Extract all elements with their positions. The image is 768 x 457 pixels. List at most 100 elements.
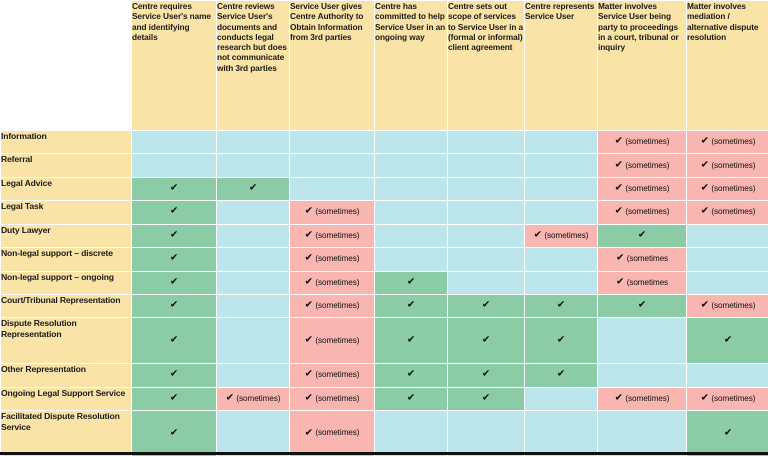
cell-content xyxy=(525,411,597,456)
cell-content: ✔ (sometimes) xyxy=(217,388,289,410)
column-header: Service User gives Centre Authority to O… xyxy=(290,1,374,130)
cell-content xyxy=(375,411,447,456)
matrix-cell xyxy=(375,224,447,248)
row-label: Non-legal support – ongoing xyxy=(1,271,131,294)
table-row: Legal Task ✔ ✔ (sometimes) ✔ (sometimes) ✔ (som… xyxy=(1,201,768,224)
column-header: Centre has committed to help Service Use… xyxy=(375,1,447,130)
column-header: Matter involves Service User being party… xyxy=(598,1,686,130)
check-icon: ✔ xyxy=(406,276,416,288)
matrix-cell xyxy=(375,411,447,456)
check-icon: ✔ xyxy=(304,252,313,264)
check-icon: ✔ xyxy=(169,368,179,380)
row-label: Court/Tribunal Representation xyxy=(1,294,131,318)
matrix-cell xyxy=(217,201,289,224)
matrix-cell xyxy=(598,364,686,387)
matrix-cell xyxy=(375,177,447,201)
matrix-cell xyxy=(525,154,597,177)
cell-content: ✔ xyxy=(375,272,447,294)
check-icon: ✔ xyxy=(614,182,623,194)
check-icon: ✔ xyxy=(225,392,234,404)
cell-content xyxy=(525,131,597,153)
row-label: Dispute Resolution Representation xyxy=(1,318,131,364)
matrix-cell: ✔ (sometimes) xyxy=(598,154,686,177)
cell-content xyxy=(598,364,686,386)
cell-note: (sometimes) xyxy=(711,393,756,403)
row-label: Facilitated Dispute Resolution Service xyxy=(1,411,131,456)
matrix-cell: ✔ xyxy=(132,248,216,271)
cell-content xyxy=(132,131,216,153)
matrix-cell: ✔ (sometimes) xyxy=(598,201,686,224)
row-label: Ongoing Legal Support Service xyxy=(1,387,131,411)
matrix-cell xyxy=(598,318,686,364)
matrix-cell: ✔ xyxy=(448,364,524,387)
matrix-cell: ✔ (sometimes) xyxy=(687,294,768,318)
matrix-cell: ✔ xyxy=(132,177,216,201)
matrix-cell xyxy=(217,364,289,387)
matrix-cell: ✔ xyxy=(132,201,216,224)
matrix-cell xyxy=(217,131,289,154)
check-icon: ✔ xyxy=(556,299,566,311)
column-header: Centre represents Service User xyxy=(525,1,597,130)
cell-content xyxy=(525,154,597,176)
cell-note: (sometimes) xyxy=(315,393,360,403)
check-icon: ✔ xyxy=(556,334,566,346)
cell-content xyxy=(217,201,289,223)
cell-note: (sometimes) xyxy=(625,137,670,147)
cell-note: (sometimes) xyxy=(625,393,670,403)
cell-content: ✔ (sometimes) xyxy=(290,225,374,247)
matrix-cell xyxy=(448,271,524,294)
matrix-cell: ✔ (sometimes) xyxy=(217,387,289,411)
cell-content xyxy=(687,248,768,270)
cell-content xyxy=(217,154,289,176)
check-icon: ✔ xyxy=(304,368,313,380)
matrix-cell: ✔ xyxy=(525,294,597,318)
matrix-cell xyxy=(448,201,524,224)
matrix-cell xyxy=(217,248,289,271)
cell-content: ✔ (sometimes) xyxy=(687,295,768,317)
cell-content: ✔ (sometimes xyxy=(598,248,686,270)
cell-content: ✔ xyxy=(525,318,597,363)
row-label: Referral xyxy=(1,154,131,177)
check-icon: ✔ xyxy=(700,135,709,147)
cell-content xyxy=(687,364,768,386)
matrix-cell: ✔ xyxy=(375,294,447,318)
matrix-cell: ✔ (sometimes) xyxy=(598,131,686,154)
matrix-cell: ✔ (sometimes) xyxy=(687,201,768,224)
cell-content xyxy=(448,225,524,247)
table-row: Referral ✔ (sometimes) ✔ (sometimes) xyxy=(1,154,768,177)
check-icon: ✔ xyxy=(169,299,179,311)
cell-content xyxy=(217,364,289,386)
cell-content: ✔ xyxy=(132,272,216,294)
cell-content xyxy=(525,388,597,410)
matrix-cell: ✔ xyxy=(375,364,447,387)
cell-content xyxy=(375,154,447,176)
cell-content: ✔ xyxy=(217,178,289,200)
cell-content xyxy=(448,248,524,270)
check-icon: ✔ xyxy=(700,205,709,217)
check-icon: ✔ xyxy=(614,205,623,217)
matrix-cell: ✔ (sometimes) xyxy=(290,201,374,224)
cell-content: ✔ (sometimes) xyxy=(687,388,768,410)
column-header: Matter involves mediation / alternative … xyxy=(687,1,768,130)
matrix-cell: ✔ (sometimes) xyxy=(290,224,374,248)
matrix-cell xyxy=(687,271,768,294)
cell-content: ✔ (sometimes) xyxy=(290,388,374,410)
cell-content xyxy=(132,154,216,176)
row-label: Legal Task xyxy=(1,201,131,224)
cell-content: ✔ xyxy=(132,248,216,270)
cell-content xyxy=(217,318,289,363)
matrix-cell xyxy=(375,154,447,177)
cell-note: (sometimes) xyxy=(315,254,360,264)
check-icon: ✔ xyxy=(406,334,416,346)
cell-content: ✔ xyxy=(687,318,768,363)
matrix-cell: ✔ (sometimes) xyxy=(290,248,374,271)
row-label: Non-legal support – discrete xyxy=(1,248,131,271)
matrix-cell xyxy=(525,387,597,411)
check-icon: ✔ xyxy=(304,427,313,439)
cell-content xyxy=(448,154,524,176)
cell-content xyxy=(448,411,524,456)
matrix-cell: ✔ (sometimes) xyxy=(687,387,768,411)
cell-note: (sometimes) xyxy=(315,335,360,345)
matrix-cell xyxy=(448,131,524,154)
row-label: Duty Lawyer xyxy=(1,224,131,248)
